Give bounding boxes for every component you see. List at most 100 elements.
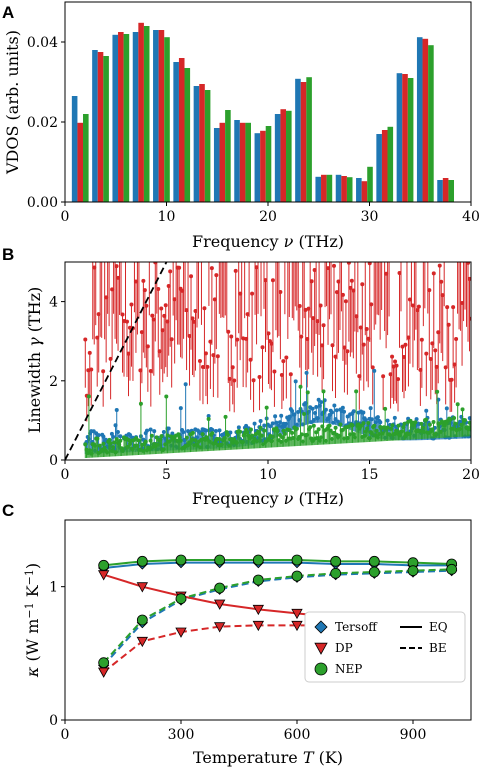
- vdos-bar-blue: [71, 96, 78, 202]
- kappa-marker-dp-be: [136, 636, 149, 648]
- linewidth-point-red: [353, 244, 357, 248]
- linewidth-point-red: [132, 212, 136, 216]
- linewidth-point-red: [386, 250, 390, 254]
- ticks-b: 0 5 10 15 20 0 2 4: [49, 295, 480, 483]
- x-tick-label: 0: [61, 727, 70, 743]
- linewidth-point-green: [351, 432, 356, 437]
- linewidth-point-red: [318, 303, 323, 308]
- vdos-bar-green: [286, 110, 292, 202]
- legend-label-be: BE: [429, 641, 447, 655]
- linewidth-point-red: [241, 336, 246, 341]
- linewidth-point-green: [83, 442, 88, 447]
- linewidth-point-blue: [361, 410, 366, 415]
- linewidth-point-red: [257, 375, 262, 380]
- linewidth-point-red: [287, 220, 291, 224]
- vdos-bar-red: [361, 181, 368, 202]
- vdos-bar-blue: [173, 62, 179, 202]
- linewidth-point-red: [183, 211, 187, 215]
- linewidth-point-red: [112, 214, 116, 218]
- y-tick-label: 0: [49, 713, 58, 729]
- linewidth-point-blue: [340, 405, 345, 410]
- vdos-bar-green: [184, 68, 191, 202]
- y-tick-label: 0.04: [27, 35, 58, 51]
- linewidth-point-red: [83, 337, 88, 342]
- linewidth-point-red: [220, 220, 224, 224]
- vdos-bar-blue: [193, 86, 200, 202]
- linewidth-point-red: [403, 342, 408, 347]
- linewidth-point-red: [100, 254, 104, 258]
- linewidth-point-green: [299, 432, 304, 437]
- linewidth-point-blue: [161, 430, 166, 435]
- kappa-marker-nep-be: [98, 657, 110, 669]
- linewidth-point-green: [264, 405, 269, 410]
- linewidth-point-red: [222, 221, 226, 225]
- vdos-bar-red: [381, 130, 388, 202]
- linewidth-point-red: [182, 256, 186, 260]
- vdos-bar-blue: [335, 174, 342, 202]
- linewidth-point-red: [396, 377, 401, 382]
- linewidth-point-blue: [118, 434, 123, 439]
- linewidth-point-red: [137, 222, 141, 226]
- linewidth-point-green: [290, 430, 295, 435]
- linewidth-point-red: [150, 313, 155, 318]
- linewidth-point-red: [265, 258, 269, 262]
- linewidth-point-blue: [213, 429, 218, 434]
- kappa-marker-nep-be: [252, 574, 264, 586]
- x-tick-label: 40: [462, 209, 480, 225]
- linewidth-point-blue: [372, 368, 377, 373]
- linewidth-point-green: [178, 438, 183, 443]
- kappa-marker-dp-eq: [213, 599, 226, 610]
- linewidth-point-red: [124, 230, 128, 234]
- legend-marker-nep: [314, 662, 328, 676]
- x-tick-label: 0: [61, 467, 70, 483]
- linewidth-point-red: [260, 345, 265, 350]
- linewidth-point-red: [233, 268, 238, 273]
- linewidth-point-red: [114, 264, 119, 269]
- linewidth-point-red: [235, 337, 240, 342]
- x-tick-label: 20: [462, 467, 480, 483]
- linewidth-point-red: [94, 233, 98, 237]
- vdos-bar-red: [300, 82, 307, 202]
- vdos-bar-red: [118, 32, 124, 202]
- linewidth-point-red: [457, 240, 461, 244]
- kappa-marker-dp-be: [97, 667, 110, 678]
- linewidth-point-red: [177, 265, 182, 270]
- linewidth-point-green: [281, 428, 286, 433]
- linewidth-point-red: [186, 253, 190, 257]
- linewidth-point-green: [114, 437, 119, 442]
- linewidth-point-green: [333, 425, 338, 430]
- linewidth-point-red: [215, 354, 220, 359]
- linewidth-point-red: [328, 223, 332, 227]
- linewidth-point-green: [84, 447, 89, 452]
- linewidth-point-green: [200, 432, 205, 437]
- linewidth-point-red: [270, 278, 275, 283]
- kappa-line-tersoff-eq: [103, 561, 452, 569]
- linewidth-point-green: [95, 436, 100, 441]
- kappa-marker-dp-be: [291, 620, 303, 632]
- linewidth-point-red: [424, 351, 429, 356]
- linewidth-point-blue: [166, 426, 171, 431]
- vdos-bar-blue: [437, 180, 443, 202]
- linewidth-point-green: [327, 423, 332, 428]
- linewidth-point-red: [284, 355, 289, 360]
- linewidth-point-red: [360, 282, 365, 287]
- vdos-bar-green: [123, 34, 130, 202]
- vdos-bar-red: [321, 174, 327, 202]
- linewidth-point-blue: [363, 418, 368, 423]
- linewidth-point-red: [113, 256, 117, 260]
- linewidth-point-red: [439, 279, 444, 284]
- linewidth-point-red: [356, 245, 360, 249]
- linewidth-point-blue: [444, 406, 449, 411]
- vdos-bar-green: [143, 26, 150, 202]
- kappa-marker-nep-be: [330, 567, 342, 579]
- linewidth-point-red: [414, 241, 418, 245]
- linewidth-point-red: [120, 312, 125, 317]
- legend-box: [304, 611, 466, 683]
- linewidth-point-blue: [178, 406, 183, 411]
- x-axis-label-b: Frequency ν (THz): [192, 489, 344, 508]
- linewidth-point-red: [423, 205, 427, 209]
- y-tick-label: 1: [49, 580, 58, 596]
- linewidth-point-red: [378, 257, 382, 261]
- linewidth-point-red: [295, 209, 299, 213]
- linewidth-point-red: [223, 217, 227, 221]
